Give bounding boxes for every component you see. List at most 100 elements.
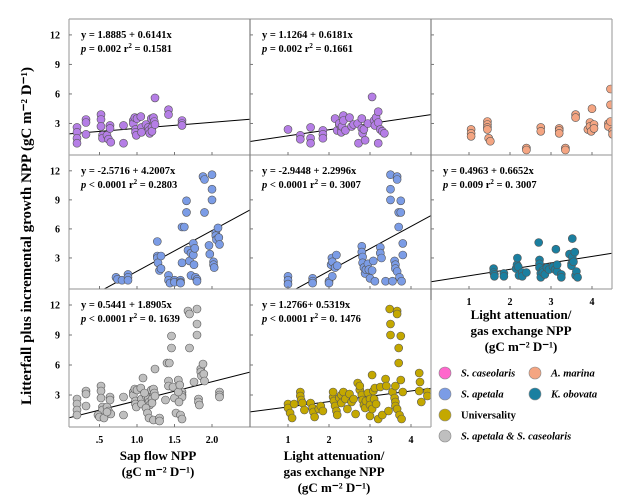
data-point <box>513 253 522 263</box>
data-point <box>394 222 404 232</box>
data-point <box>414 386 424 396</box>
regression-equation: y = 1.8885 + 0.6141x <box>81 30 172 41</box>
data-point <box>349 394 358 404</box>
legend-label: S. apetala <box>461 390 504 401</box>
legend-label: S. caseolaris <box>461 369 515 380</box>
data-point <box>485 136 495 146</box>
y-tick-label: 9 <box>55 331 60 342</box>
data-point <box>300 405 309 415</box>
data-point <box>341 126 350 135</box>
data-point <box>164 110 173 119</box>
data-point <box>287 413 297 423</box>
y-tick-label: 12 <box>50 30 60 41</box>
data-point <box>386 319 395 329</box>
data-point <box>185 309 194 319</box>
data-point <box>195 400 204 410</box>
data-point <box>396 331 406 341</box>
data-point <box>613 127 621 135</box>
legend-marker <box>438 387 452 401</box>
data-point <box>385 304 395 314</box>
data-point <box>81 118 91 127</box>
data-point <box>423 391 431 401</box>
data-point <box>606 84 612 94</box>
data-point <box>192 319 202 329</box>
data-point <box>606 100 612 110</box>
data-point <box>327 271 337 281</box>
data-point <box>167 343 176 353</box>
data-point <box>359 125 369 134</box>
data-point <box>587 104 597 113</box>
data-point <box>394 358 404 368</box>
data-point <box>552 260 562 270</box>
data-point <box>81 401 91 411</box>
data-point <box>360 135 370 145</box>
data-point <box>567 234 577 243</box>
data-point <box>513 262 523 272</box>
y-tick-label: 12 <box>50 166 60 177</box>
data-point <box>388 276 397 286</box>
plot-area <box>103 170 250 289</box>
legend-marker <box>438 408 452 422</box>
data-point <box>613 124 621 132</box>
regression-stats: p = 0.002 r2 = 0.1661 <box>261 42 353 55</box>
data-point <box>373 138 383 148</box>
legend-label: K. obovata <box>550 390 597 401</box>
data-point <box>343 404 352 414</box>
data-point <box>176 278 185 288</box>
data-point <box>96 393 106 403</box>
x-tick-label: 4 <box>590 297 595 308</box>
data-point <box>318 406 328 416</box>
data-point <box>367 92 377 102</box>
data-point <box>165 358 174 368</box>
y-tick-label: 9 <box>55 195 60 206</box>
legend-marker <box>528 387 542 401</box>
data-point <box>192 304 202 314</box>
legend-label: Universality <box>461 411 517 422</box>
data-point <box>150 364 160 374</box>
data-point <box>72 138 82 148</box>
regression-stats: p = 0.002 r2 = 0.1581 <box>80 42 172 55</box>
data-point <box>119 121 128 130</box>
data-point <box>386 184 395 194</box>
data-point <box>119 410 128 420</box>
data-point <box>490 271 499 281</box>
plot-area <box>69 304 250 426</box>
data-point <box>396 375 406 385</box>
data-point <box>328 387 338 397</box>
data-point <box>373 107 383 116</box>
data-point <box>204 241 214 250</box>
x-axis-title-light-line2: gas exchange NPP <box>283 464 384 479</box>
x-tick-label: 1.5 <box>168 435 181 446</box>
data-point <box>332 261 342 271</box>
data-point <box>367 370 377 380</box>
data-point <box>345 113 354 122</box>
data-point <box>72 410 82 420</box>
data-point <box>536 127 546 136</box>
data-point <box>105 395 115 405</box>
data-point <box>215 240 224 249</box>
data-point <box>200 208 209 217</box>
data-point <box>606 117 612 126</box>
legend-marker <box>438 429 452 443</box>
data-point <box>355 381 365 391</box>
data-point <box>213 223 223 233</box>
y-axis-title: Litterfall plus incremental growth NPP (… <box>19 67 35 405</box>
data-point <box>156 251 166 261</box>
data-point <box>150 391 160 401</box>
data-point <box>190 244 200 253</box>
data-point <box>396 196 406 206</box>
x-axis-title-sapflow-line2: (gC m⁻² D⁻¹) <box>122 464 195 479</box>
legend-marker <box>438 366 452 380</box>
data-point <box>119 392 128 402</box>
data-point <box>396 208 406 217</box>
regression-equation: y = 1.2766+ 0.5319x <box>262 300 351 311</box>
data-point <box>386 330 395 340</box>
data-point <box>207 195 217 205</box>
x-tick-label: 1 <box>467 297 472 308</box>
data-point <box>377 253 386 263</box>
regression-stats: p < 0.0001 r2 = 0. 1476 <box>261 312 361 325</box>
data-point <box>371 399 381 409</box>
